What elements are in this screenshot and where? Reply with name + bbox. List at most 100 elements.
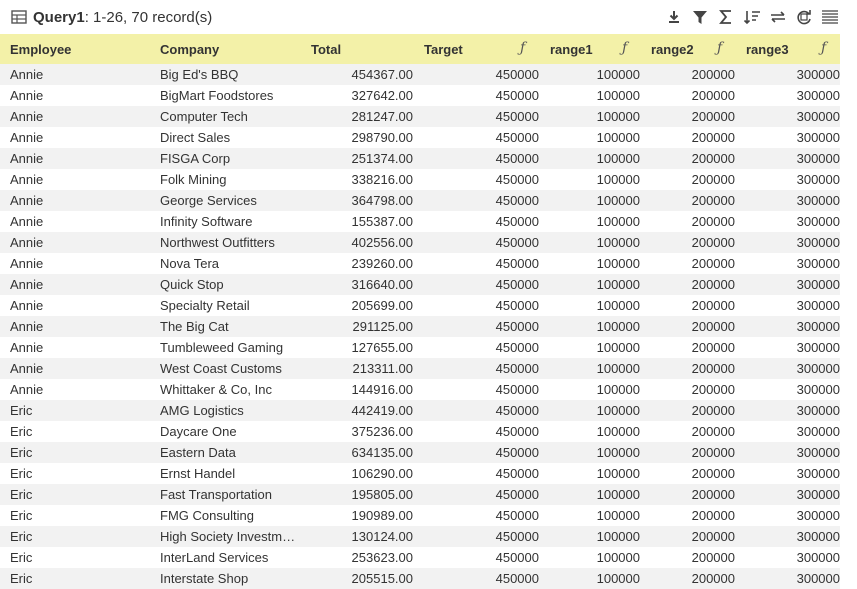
cell-company: Direct Sales bbox=[160, 130, 231, 145]
cell-employee: Eric bbox=[10, 466, 33, 481]
table-row[interactable]: Eric Fast Transportation 195805.00 450000 10… bbox=[0, 484, 840, 505]
cell-employee: Annie bbox=[10, 130, 44, 145]
cell-company: Folk Mining bbox=[160, 172, 227, 187]
cell-range3: 300000 bbox=[796, 172, 840, 187]
table-row[interactable]: Eric InterLand Services 253623.00 450000 100… bbox=[0, 547, 840, 568]
cell-employee: Eric bbox=[10, 487, 33, 502]
results-grid: Employee Company Total Target ƒ range1 ƒ… bbox=[0, 34, 840, 589]
cell-range1: 100000 bbox=[596, 424, 640, 439]
col-header-total[interactable]: Total bbox=[311, 42, 342, 57]
cell-range2: 200000 bbox=[691, 361, 735, 376]
cell-target: 450000 bbox=[495, 214, 539, 229]
table-row[interactable]: Eric AMG Logistics 442419.00 450000 100000 20… bbox=[0, 400, 840, 421]
cell-range3: 300000 bbox=[796, 88, 840, 103]
panel-header: Query1: 1-26, 70 record(s) bbox=[0, 0, 857, 34]
cell-employee: Eric bbox=[10, 571, 33, 586]
table-row[interactable]: Annie Whittaker & Co, Inc 144916.00 450000 1… bbox=[0, 379, 840, 400]
table-row[interactable]: Annie Direct Sales 298790.00 450000 100000 20… bbox=[0, 127, 840, 148]
table-row[interactable]: Annie The Big Cat 291125.00 450000 100000 200… bbox=[0, 316, 840, 337]
table-row[interactable]: Annie Quick Stop 316640.00 450000 100000 2000… bbox=[0, 274, 840, 295]
vertical-scrollbar[interactable] bbox=[840, 34, 857, 589]
table-row[interactable]: Eric Daycare One 375236.00 450000 100000 2000… bbox=[0, 421, 840, 442]
table-row[interactable]: Annie BigMart Foodstores 327642.00 450000 10… bbox=[0, 85, 840, 106]
cell-range3: 300000 bbox=[796, 151, 840, 166]
function-icon[interactable]: ƒ bbox=[520, 40, 526, 56]
table-row[interactable]: Annie Tumbleweed Gaming 127655.00 450000 100… bbox=[0, 337, 840, 358]
table-row[interactable]: Eric Ernst Handel 106290.00 450000 100000 200… bbox=[0, 463, 840, 484]
cell-total: 130124.00 bbox=[351, 529, 413, 544]
cell-target: 450000 bbox=[495, 361, 539, 376]
cell-range2: 200000 bbox=[691, 88, 735, 103]
cell-target: 450000 bbox=[495, 340, 539, 355]
table-row[interactable]: Annie West Coast Customs 213311.00 450000 10… bbox=[0, 358, 840, 379]
table-row[interactable]: Annie Northwest Outfitters 402556.00 450000… bbox=[0, 232, 840, 253]
cell-target: 450000 bbox=[495, 256, 539, 271]
col-header-range3[interactable]: range3 bbox=[746, 42, 789, 57]
cell-range1: 100000 bbox=[596, 235, 640, 250]
cell-employee: Annie bbox=[10, 151, 44, 166]
cell-range2: 200000 bbox=[691, 487, 735, 502]
cell-employee: Annie bbox=[10, 298, 44, 313]
col-header-range1[interactable]: range1 bbox=[550, 42, 593, 57]
cell-range3: 300000 bbox=[796, 319, 840, 334]
grid-body: Annie Big Ed's BBQ 454367.00 450000 100000 20… bbox=[0, 64, 840, 589]
swap-icon[interactable] bbox=[765, 7, 791, 27]
cell-range3: 300000 bbox=[796, 361, 840, 376]
cell-range3: 300000 bbox=[796, 130, 840, 145]
cell-employee: Annie bbox=[10, 88, 44, 103]
table-row[interactable]: Annie Nova Tera 239260.00 450000 100000 20000… bbox=[0, 253, 840, 274]
function-icon[interactable]: ƒ bbox=[622, 40, 628, 56]
cell-company: FISGA Corp bbox=[160, 151, 231, 166]
cell-company: Northwest Outfitters bbox=[160, 235, 275, 250]
sum-icon[interactable] bbox=[713, 7, 739, 27]
table-row[interactable]: Annie Specialty Retail 205699.00 450000 1000… bbox=[0, 295, 840, 316]
cell-range1: 100000 bbox=[596, 529, 640, 544]
table-row[interactable]: Annie Folk Mining 338216.00 450000 100000 200… bbox=[0, 169, 840, 190]
col-header-range2[interactable]: range2 bbox=[651, 42, 694, 57]
cell-range3: 300000 bbox=[796, 109, 840, 124]
cell-range3: 300000 bbox=[796, 571, 840, 586]
filter-icon[interactable] bbox=[687, 7, 713, 27]
cell-employee: Annie bbox=[10, 172, 44, 187]
download-icon[interactable] bbox=[661, 7, 687, 27]
table-row[interactable]: Eric Interstate Shop 205515.00 450000 100000… bbox=[0, 568, 840, 589]
function-icon[interactable]: ƒ bbox=[821, 40, 827, 56]
sort-icon[interactable] bbox=[739, 7, 765, 27]
cell-target: 450000 bbox=[495, 130, 539, 145]
cell-total: 375236.00 bbox=[351, 424, 413, 439]
cell-employee: Annie bbox=[10, 277, 44, 292]
cell-range3: 300000 bbox=[796, 466, 840, 481]
table-row[interactable]: Annie Computer Tech 281247.00 450000 100000 2… bbox=[0, 106, 840, 127]
table-row[interactable]: Annie George Services 364798.00 450000 10000… bbox=[0, 190, 840, 211]
cell-employee: Annie bbox=[10, 319, 44, 334]
cell-range1: 100000 bbox=[596, 487, 640, 502]
cell-target: 450000 bbox=[495, 298, 539, 313]
cell-range1: 100000 bbox=[596, 382, 640, 397]
cell-range1: 100000 bbox=[596, 130, 640, 145]
cell-total: 205515.00 bbox=[351, 571, 413, 586]
cell-range3: 300000 bbox=[796, 67, 840, 82]
cell-target: 450000 bbox=[495, 319, 539, 334]
col-header-employee[interactable]: Employee bbox=[10, 42, 72, 57]
cell-company: Tumbleweed Gaming bbox=[160, 340, 284, 355]
table-row[interactable]: Annie Big Ed's BBQ 454367.00 450000 100000 20… bbox=[0, 64, 840, 85]
cell-company: The Big Cat bbox=[160, 319, 229, 334]
col-header-target[interactable]: Target bbox=[424, 42, 463, 57]
refresh-icon[interactable] bbox=[791, 7, 817, 27]
cell-total: 327642.00 bbox=[351, 88, 413, 103]
col-header-company[interactable]: Company bbox=[160, 42, 220, 57]
table-row[interactable]: Eric FMG Consulting 190989.00 450000 100000 2… bbox=[0, 505, 840, 526]
cell-company: Daycare One bbox=[160, 424, 237, 439]
cell-range3: 300000 bbox=[796, 382, 840, 397]
table-row[interactable]: Annie FISGA Corp 251374.00 450000 100000 2000… bbox=[0, 148, 840, 169]
cell-target: 450000 bbox=[495, 193, 539, 208]
function-icon[interactable]: ƒ bbox=[717, 40, 723, 56]
table-row[interactable]: Annie Infinity Software 155387.00 450000 100… bbox=[0, 211, 840, 232]
cell-range3: 300000 bbox=[796, 340, 840, 355]
columns-icon[interactable] bbox=[817, 7, 843, 27]
cell-company: Quick Stop bbox=[160, 277, 224, 292]
cell-range1: 100000 bbox=[596, 508, 640, 523]
table-row[interactable]: Eric High Society Investme... 130124.00 450… bbox=[0, 526, 840, 547]
cell-range2: 200000 bbox=[691, 403, 735, 418]
table-row[interactable]: Eric Eastern Data 634135.00 450000 100000 200… bbox=[0, 442, 840, 463]
